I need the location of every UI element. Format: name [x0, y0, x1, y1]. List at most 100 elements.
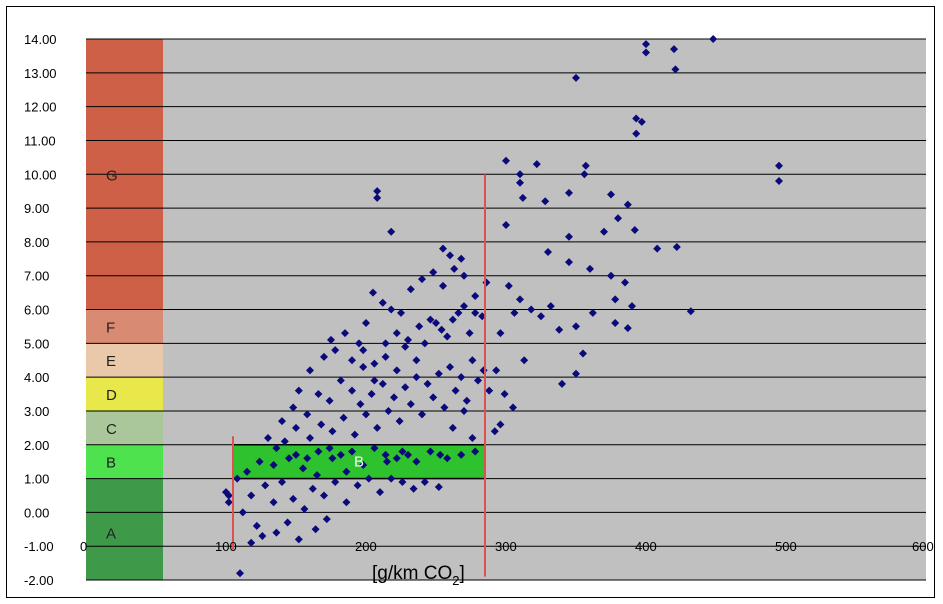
- data-point: [336, 450, 345, 459]
- data-point: [454, 308, 463, 317]
- data-point: [348, 356, 356, 365]
- data-point: [439, 281, 447, 290]
- data-point: [341, 329, 349, 338]
- data-point: [311, 525, 320, 534]
- data-point: [565, 232, 573, 241]
- data-point: [255, 457, 264, 466]
- data-point: [460, 271, 468, 280]
- data-point: [537, 312, 545, 321]
- data-point: [446, 251, 454, 260]
- gridlines: [86, 38, 926, 581]
- band-label-g: G: [106, 167, 118, 184]
- data-point: [342, 467, 351, 476]
- data-point: [378, 379, 387, 388]
- data-point: [269, 498, 278, 507]
- data-point: [327, 335, 335, 344]
- data-point: [328, 427, 337, 436]
- data-point: [383, 457, 391, 466]
- band-label-e: E: [106, 353, 116, 370]
- data-point: [509, 403, 517, 412]
- data-point: [426, 315, 435, 324]
- data-point: [496, 420, 505, 429]
- data-point: [672, 242, 681, 251]
- data-point: [373, 423, 382, 432]
- data-point: [336, 376, 345, 385]
- data-point: [434, 483, 443, 492]
- data-point: [420, 339, 429, 348]
- data-point: [457, 450, 466, 459]
- band-a: [86, 478, 163, 580]
- data-point: [471, 308, 480, 317]
- data-point: [272, 444, 281, 453]
- data-point: [367, 390, 376, 399]
- data-point: [628, 302, 636, 311]
- data-point: [308, 484, 317, 493]
- data-point: [392, 329, 401, 338]
- data-point: [362, 319, 370, 328]
- y-tick-label: 12.00: [24, 100, 57, 115]
- data-point: [432, 319, 440, 328]
- y-tick-label: 4.00: [24, 370, 49, 385]
- data-point: [342, 498, 351, 507]
- data-point: [320, 491, 328, 500]
- data-point: [300, 504, 309, 513]
- data-point: [317, 420, 326, 429]
- data-point: [285, 454, 293, 463]
- data-point: [320, 352, 328, 361]
- highlight-box-label: B: [354, 454, 364, 471]
- data-point: [283, 518, 292, 527]
- data-point: [642, 48, 650, 57]
- data-point: [418, 410, 426, 419]
- data-point: [378, 298, 387, 307]
- labels: BABCDEFG-2.00-1.000.001.002.003.004.005.…: [24, 32, 934, 588]
- data-point: [446, 362, 454, 371]
- data-point: [409, 484, 418, 493]
- data-point: [516, 178, 524, 187]
- y-tick-label: 6.00: [24, 303, 49, 318]
- data-point: [632, 114, 641, 123]
- data-point: [381, 352, 390, 361]
- y-tick-label: -2.00: [24, 573, 54, 588]
- data-point: [544, 248, 552, 257]
- data-point: [373, 193, 382, 202]
- y-tick-label: 14.00: [24, 32, 57, 47]
- data-point: [353, 481, 362, 490]
- data-point: [436, 450, 445, 459]
- data-point: [468, 433, 477, 442]
- data-point: [314, 447, 323, 456]
- data-point: [418, 275, 426, 284]
- data-point: [443, 454, 452, 463]
- band-label-a: A: [106, 526, 116, 543]
- data-point: [429, 393, 438, 402]
- y-tick-label: 0.00: [24, 505, 49, 520]
- data-point: [502, 220, 510, 229]
- data-point: [434, 369, 443, 378]
- data-point: [269, 461, 278, 470]
- data-point: [520, 356, 529, 365]
- x-tick-label: 0: [80, 539, 87, 554]
- data-point: [426, 447, 435, 456]
- x-axis-label: [g/km CO2]: [372, 563, 465, 588]
- data-point: [580, 170, 589, 179]
- data-point: [395, 417, 404, 426]
- data-point: [572, 369, 580, 378]
- data-point: [224, 491, 233, 500]
- data-point: [247, 538, 256, 547]
- data-point: [303, 454, 312, 463]
- data-point: [565, 188, 573, 197]
- data-point: [412, 457, 421, 466]
- data-point: [278, 417, 286, 426]
- data-point: [630, 226, 639, 235]
- band-e: [86, 343, 163, 378]
- data-point: [325, 396, 334, 405]
- y-tick-label: -1.00: [24, 539, 54, 554]
- data-point: [450, 264, 459, 273]
- data-point: [437, 325, 446, 334]
- data-point: [516, 170, 524, 179]
- energy-bands: [86, 39, 163, 580]
- data-point: [272, 528, 281, 537]
- data-point: [314, 390, 323, 399]
- data-point: [579, 349, 587, 358]
- data-point: [686, 307, 695, 316]
